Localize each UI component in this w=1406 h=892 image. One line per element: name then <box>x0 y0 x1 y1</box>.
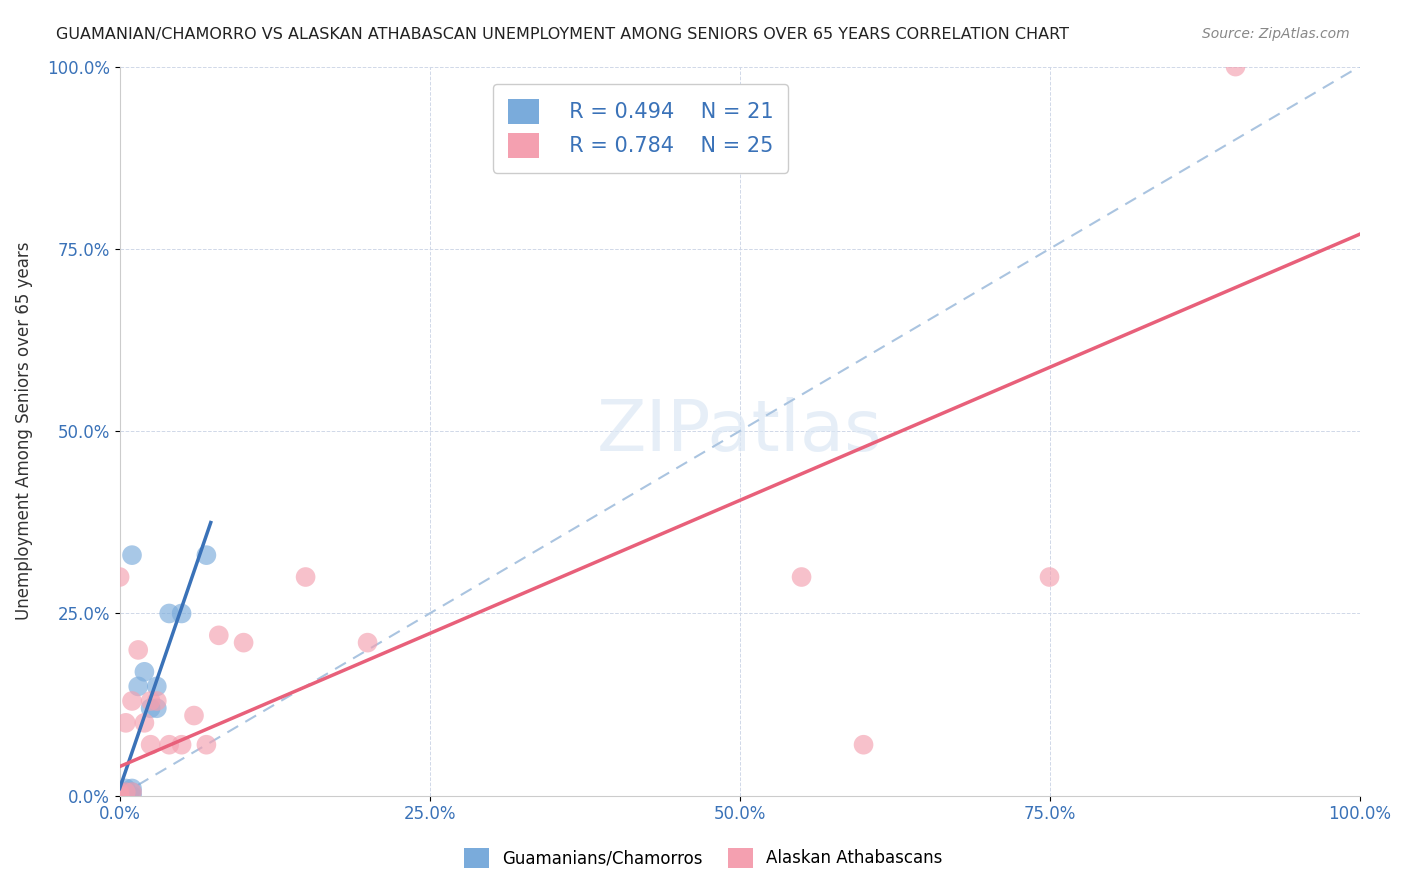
Point <box>121 781 143 796</box>
Point <box>146 679 169 693</box>
Point <box>114 781 136 796</box>
Point <box>114 789 136 803</box>
Point <box>208 628 231 642</box>
Point <box>108 785 131 799</box>
Point <box>146 694 169 708</box>
Point <box>127 643 149 657</box>
Point <box>121 789 143 803</box>
Point <box>121 785 143 799</box>
Point <box>121 694 143 708</box>
Point <box>232 635 254 649</box>
Point <box>118 789 141 803</box>
Point <box>294 570 316 584</box>
Point <box>852 738 875 752</box>
Point <box>170 738 193 752</box>
Text: GUAMANIAN/CHAMORRO VS ALASKAN ATHABASCAN UNEMPLOYMENT AMONG SENIORS OVER 65 YEAR: GUAMANIAN/CHAMORRO VS ALASKAN ATHABASCAN… <box>56 27 1069 42</box>
Point <box>134 715 156 730</box>
Text: Source: ZipAtlas.com: Source: ZipAtlas.com <box>1202 27 1350 41</box>
Point <box>108 785 131 799</box>
Text: ZIPatlas: ZIPatlas <box>596 397 883 466</box>
Point <box>1038 570 1060 584</box>
Point <box>108 785 131 799</box>
Point <box>139 694 162 708</box>
Point <box>139 701 162 715</box>
Point <box>114 715 136 730</box>
Point <box>108 570 131 584</box>
Point <box>139 738 162 752</box>
Point <box>127 679 149 693</box>
Point <box>195 548 218 562</box>
Point <box>108 789 131 803</box>
Point <box>170 607 193 621</box>
Point <box>108 789 131 803</box>
Y-axis label: Unemployment Among Seniors over 65 years: Unemployment Among Seniors over 65 years <box>15 242 32 621</box>
Point <box>157 607 180 621</box>
Point <box>108 789 131 803</box>
Legend: Guamanians/Chamorros, Alaskan Athabascans: Guamanians/Chamorros, Alaskan Athabascan… <box>457 841 949 875</box>
Point <box>108 789 131 803</box>
Point <box>108 789 131 803</box>
Point <box>121 785 143 799</box>
Point <box>114 785 136 799</box>
Point <box>114 785 136 799</box>
Point <box>134 665 156 679</box>
Legend:   R = 0.494    N = 21,   R = 0.784    N = 25: R = 0.494 N = 21, R = 0.784 N = 25 <box>494 85 787 173</box>
Point <box>195 738 218 752</box>
Point <box>356 635 378 649</box>
Point <box>146 701 169 715</box>
Point <box>183 708 205 723</box>
Point <box>1225 60 1247 74</box>
Point <box>790 570 813 584</box>
Point <box>157 738 180 752</box>
Point <box>121 548 143 562</box>
